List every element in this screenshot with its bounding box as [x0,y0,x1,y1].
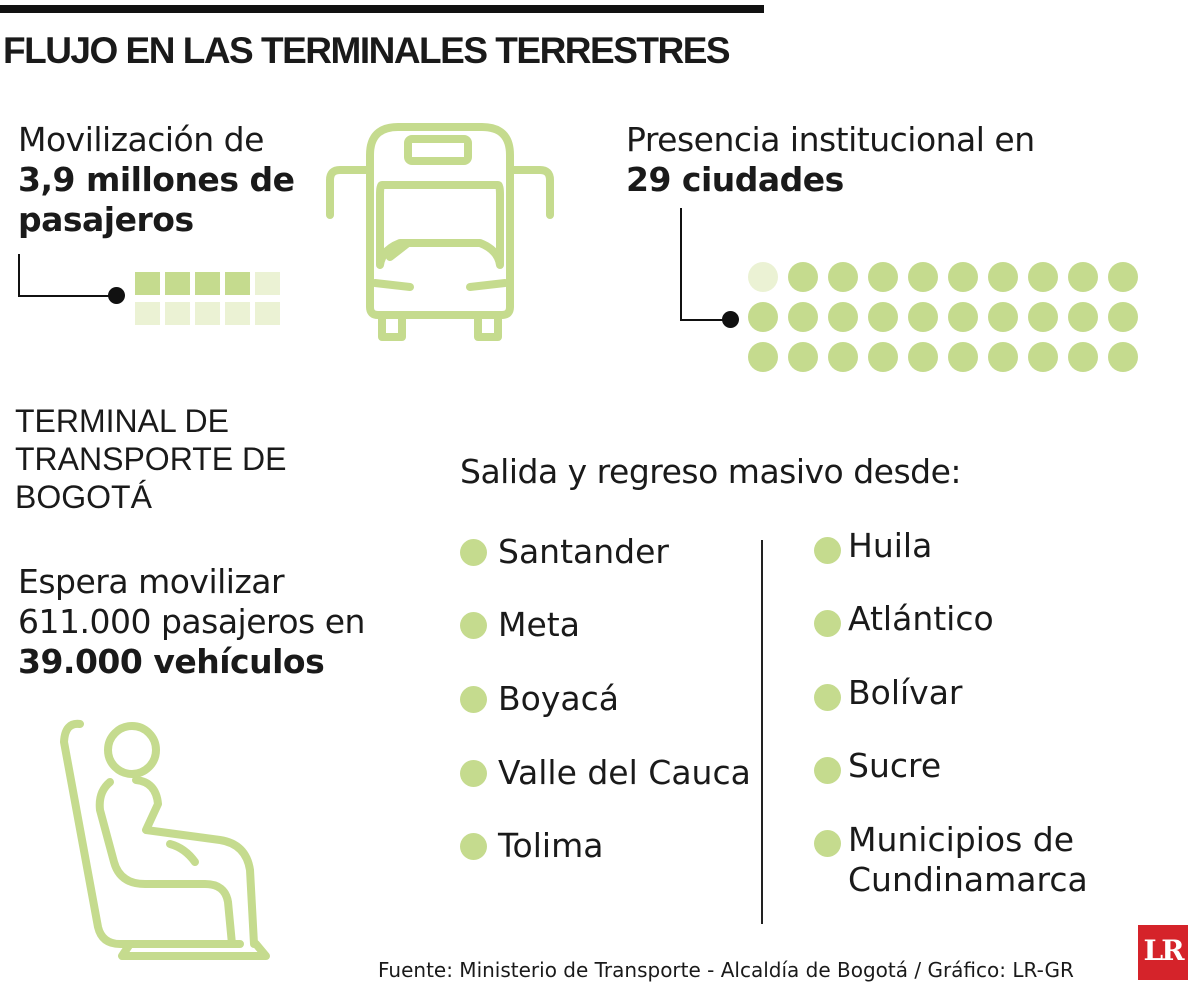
city-dot [748,302,778,332]
city-dot [868,342,898,372]
terminal-heading-line1: TERMINAL DE [15,403,229,439]
city-dot [1068,262,1098,292]
list-bullet [814,537,841,564]
list-item: Huila [848,526,933,565]
list-heading: Salida y regreso masivo desde: [460,452,962,491]
cities-dot-grid [748,262,1140,376]
top-rule [0,5,764,13]
column-divider [761,540,763,924]
square [225,302,250,325]
list-bullet [814,684,841,711]
list-bullet [460,760,487,787]
expect-line3: 39.000 vehículos [18,642,325,681]
page-title: FLUJO EN LAS TERMINALES TERRESTRES [3,30,731,71]
city-dot [908,262,938,292]
city-dot [988,342,1018,372]
city-dot [1108,262,1138,292]
square [255,272,280,295]
city-dot [1068,302,1098,332]
list-bullet [814,757,841,784]
city-dot [828,342,858,372]
list-bullet [460,686,487,713]
connector-dot [108,287,125,304]
stat1-line1: Movilización de [18,120,264,159]
city-dot [1108,342,1138,372]
stat1-line2: 3,9 millones de [18,160,295,199]
square [165,302,190,325]
expect-line2: 611.000 pasajeros en [18,602,365,641]
square [195,272,220,295]
city-dot [948,302,978,332]
list-item: Bolívar [848,673,963,712]
list-item: Municipios de [848,820,1075,859]
stat1-line3: pasajeros [18,200,194,239]
connector-line [680,208,682,320]
city-dot [828,302,858,332]
city-dot [908,302,938,332]
connector-line [680,319,730,321]
city-dot [908,342,938,372]
square [255,302,280,325]
list-item: Santander [498,532,669,571]
city-dot [948,342,978,372]
bus-icon [326,123,554,341]
city-dot [868,302,898,332]
square [225,272,250,295]
list-item: Atlántico [848,599,994,638]
list-bullet [814,830,841,857]
city-dot [1028,302,1058,332]
city-dot [868,262,898,292]
city-dot [1108,302,1138,332]
stat2-line1: Presencia institucional en [626,120,1035,159]
city-dot [1068,342,1098,372]
connector-dot [722,311,739,328]
city-dot [948,262,978,292]
passenger-squares [135,272,280,327]
list-bullet [814,610,841,637]
connector-line [18,295,116,297]
list-bullet [460,539,487,566]
list-item: Boyacá [498,679,619,718]
stat2-line2: 29 ciudades [626,160,844,199]
connector-line [18,254,20,296]
city-dot [1028,342,1058,372]
list-bullet [460,612,487,639]
terminal-heading-line2: TRANSPORTE DE [15,441,287,477]
city-dot [988,302,1018,332]
seated-passenger-icon [60,719,270,960]
city-dot [748,342,778,372]
list-item: Cundinamarca [848,860,1088,899]
list-bullet [460,833,487,860]
city-dot [788,262,818,292]
square [195,302,220,325]
list-item: Sucre [848,746,942,785]
list-item: Tolima [498,826,604,865]
source-credit: Fuente: Ministerio de Transporte - Alcal… [378,958,1074,982]
square [165,272,190,295]
city-dot [1028,262,1058,292]
list-item: Valle del Cauca [498,753,751,792]
expect-line1: Espera movilizar [18,562,285,601]
city-dot [828,262,858,292]
list-item: Meta [498,605,580,644]
lr-logo: LR [1138,925,1188,980]
city-dot [988,262,1018,292]
city-dot [788,302,818,332]
square [135,302,160,325]
city-dot [748,262,778,292]
city-dot [788,342,818,372]
square [135,272,160,295]
terminal-heading-line3: BOGOTÁ [15,479,152,515]
